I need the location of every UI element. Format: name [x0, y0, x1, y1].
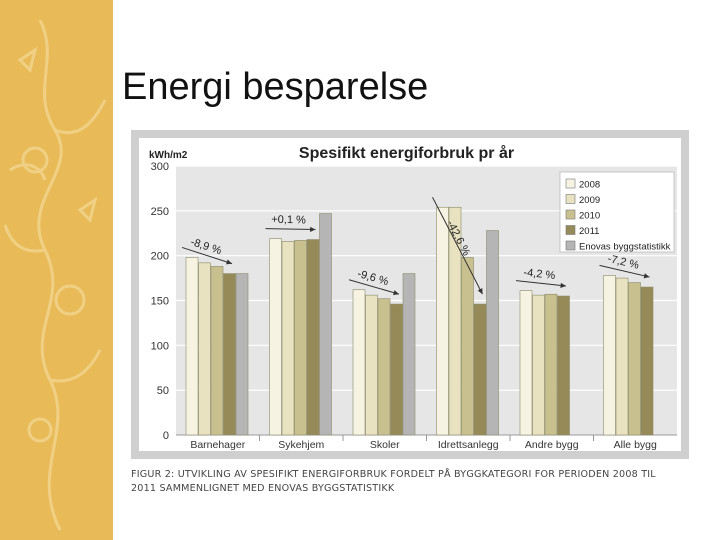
decorative-side-panel — [0, 0, 113, 540]
bar-barnehager-2011 — [223, 273, 236, 436]
legend-label: 2009 — [579, 195, 600, 206]
bar-barnehager-2010 — [210, 266, 224, 436]
x-tick-label: Andre bygg — [525, 439, 579, 451]
y-tick-label: 300 — [151, 161, 169, 173]
y-tick-label: 250 — [151, 206, 169, 218]
bar-barnehager-enovas — [235, 273, 249, 436]
legend-label: 2011 — [579, 226, 599, 237]
bar-alle-bygg-2009 — [615, 277, 629, 436]
legend-swatch — [565, 225, 576, 235]
bar-skoler-2009 — [365, 294, 378, 436]
chart-figure-frame: 0 50 100 150 200 250 300 Spesifikt energiforbru… — [131, 130, 689, 459]
figure-caption: FIGUR 2: UTVIKLING AV SPESIFIKT ENERGIFO… — [131, 468, 691, 496]
bar-alle-bygg-2010 — [628, 282, 641, 436]
annotation-arrow-line — [432, 197, 483, 295]
annotation-arrow-head — [393, 290, 399, 296]
caption-line-1: FIGUR 2: UTVIKLING AV SPESIFIKT ENERGIFO… — [131, 469, 656, 480]
bar-alle-bygg-2008 — [603, 275, 616, 436]
legend-swatch — [565, 209, 576, 220]
annotation-arrow-head — [560, 282, 566, 289]
annotation-arrow-head — [477, 288, 483, 295]
bar-sykehjem-2011 — [306, 239, 320, 436]
bar-idrettsanlegg-2010 — [461, 257, 474, 436]
x-tick-label: Barnehager — [190, 439, 245, 451]
annotation-arrow-head — [226, 259, 232, 265]
y-tick-label: 150 — [151, 296, 169, 308]
y-tick-label: 0 — [163, 430, 169, 442]
annotation-arrow-line — [181, 246, 233, 265]
bar-skoler-2011 — [390, 303, 403, 436]
bar-barnehager-2009 — [198, 262, 211, 436]
slide-title: Energi besparelse — [122, 66, 429, 108]
bar-skoler-enovas — [402, 273, 416, 436]
annotation-arrow-line — [515, 280, 567, 287]
x-tick-label: Sykehjem — [278, 439, 324, 451]
bar-skoler-2010 — [377, 298, 391, 436]
annotation-arrow-head — [643, 273, 650, 279]
bar-sykehjem-2008 — [269, 238, 282, 436]
bar-chart: 0 50 100 150 200 250 300 Spesifikt energiforbru… — [149, 144, 677, 451]
bar-andre-bygg-2010 — [544, 293, 558, 436]
chart-area: 0 50 100 150 200 250 300 Spesifikt energiforbru… — [139, 138, 681, 451]
y-tick-label: 100 — [151, 340, 169, 352]
bar-sykehjem-2009 — [281, 241, 295, 436]
annotation-label: -4,2 % — [523, 267, 556, 282]
x-tick-label: Idrettsanlegg — [438, 439, 499, 451]
bar-sykehjem-2010 — [294, 240, 307, 436]
annotation-arrow-line — [599, 264, 650, 278]
x-tick-label: Skoler — [370, 439, 400, 451]
legend-label: 2010 — [579, 211, 600, 222]
annotation-arrow-line — [265, 228, 316, 231]
bar-andre-bygg-2008 — [519, 290, 533, 436]
bar-barnehager-2008 — [185, 257, 199, 436]
legend-label: Enovas byggstatistikk — [579, 242, 671, 253]
bar-skoler-2008 — [352, 289, 366, 436]
bar-idrettsanlegg-2009 — [448, 206, 462, 436]
legend-box — [559, 171, 675, 253]
bar-alle-bygg-2011 — [640, 286, 654, 436]
bar-sykehjem-enovas — [319, 213, 332, 436]
bar-andre-bygg-2009 — [532, 294, 545, 436]
y-tick-label: 50 — [157, 385, 169, 397]
y-axis-label: kWh/m2 — [149, 150, 188, 161]
caption-line-2: 2011 SAMMENLIGNET MED ENOVAS BYGGSTATIST… — [131, 483, 395, 494]
bar-andre-bygg-2011 — [557, 295, 570, 436]
bar-idrettsanlegg-enovas — [486, 230, 499, 436]
chart-title: Spesifikt energiforbruk pr år — [299, 144, 514, 162]
annotation-arrow-line — [348, 279, 400, 295]
decorative-vine-pattern — [3, 19, 107, 531]
x-tick-label: Alle bygg — [614, 439, 657, 451]
legend-label: 2008 — [579, 180, 600, 191]
legend-swatch — [565, 194, 576, 204]
annotation-label: +0,1 % — [271, 214, 306, 227]
y-tick-label: 200 — [151, 251, 169, 263]
legend-swatch — [565, 178, 576, 189]
bar-idrettsanlegg-2011 — [473, 303, 487, 436]
annotation-arrow-head — [310, 226, 316, 233]
bar-idrettsanlegg-2008 — [436, 206, 449, 436]
legend-swatch — [565, 240, 576, 251]
